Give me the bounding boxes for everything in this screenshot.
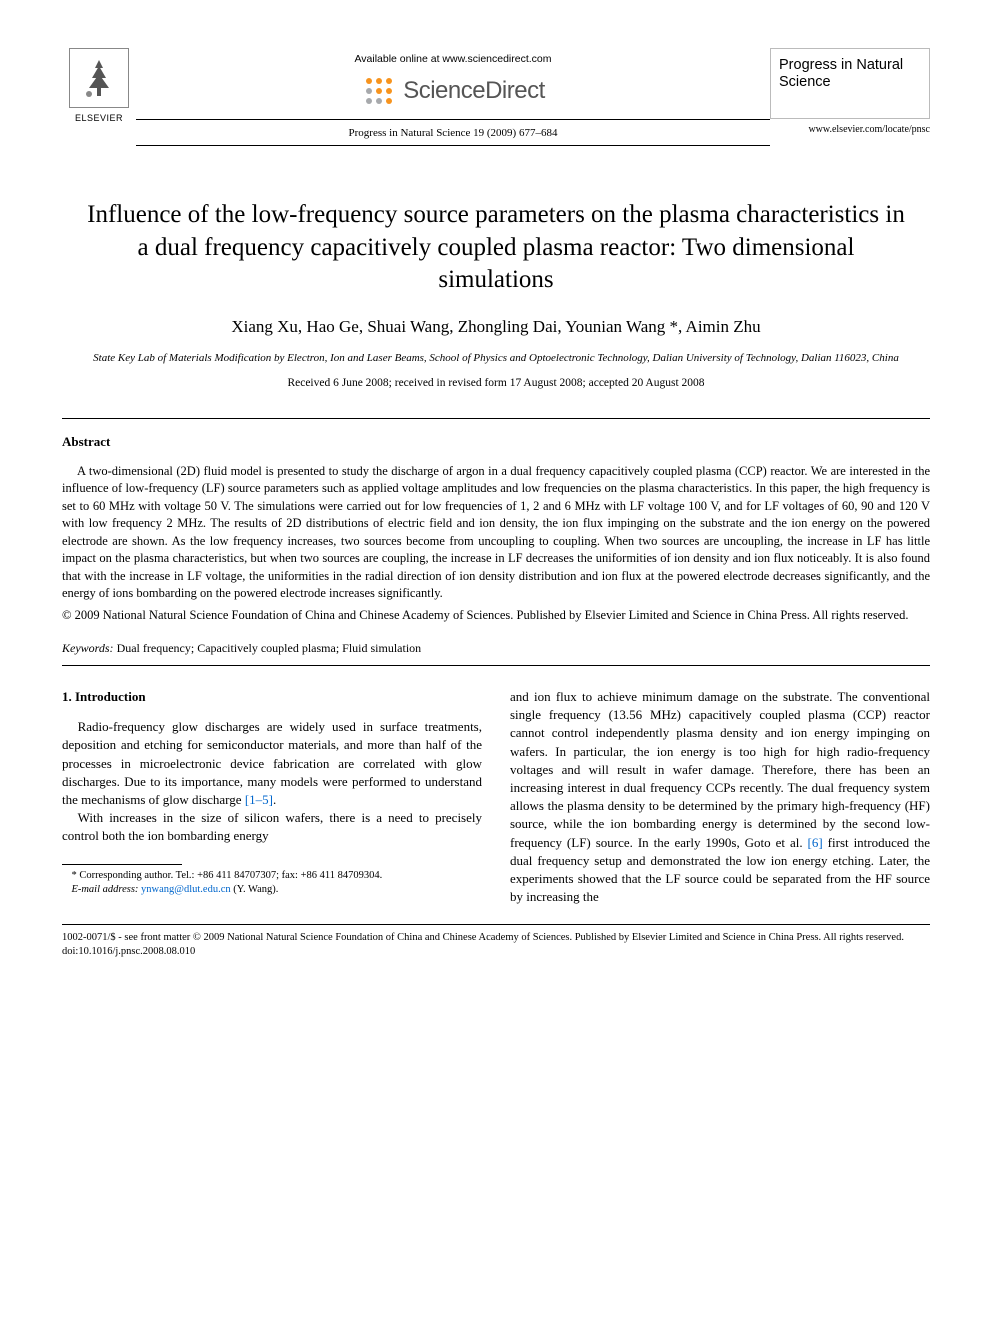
elsevier-label: ELSEVIER	[75, 112, 123, 125]
email-address[interactable]: ynwang@dlut.edu.cn	[141, 884, 231, 895]
keywords-label: Keywords:	[62, 641, 114, 655]
journal-title: Progress in Natural Science	[779, 57, 921, 90]
email-label: E-mail address:	[71, 884, 138, 895]
article-dates: Received 6 June 2008; received in revise…	[62, 375, 930, 391]
footnote-rule	[62, 864, 182, 865]
intro-p3a: and ion flux to achieve minimum damage o…	[510, 689, 930, 850]
journal-reference: Progress in Natural Science 19 (2009) 67…	[136, 126, 770, 141]
header-right: Progress in Natural Science www.elsevier…	[770, 48, 930, 165]
abstract-top-rule	[62, 418, 930, 419]
intro-heading: 1. Introduction	[62, 688, 482, 706]
doi: doi:10.1016/j.pnsc.2008.08.010	[62, 945, 930, 959]
sciencedirect-dots-icon	[361, 73, 397, 109]
elsevier-tree-icon	[69, 48, 129, 108]
header-row: ELSEVIER Available online at www.science…	[62, 48, 930, 165]
affiliation: State Key Lab of Materials Modification …	[62, 351, 930, 366]
sciencedirect-text: ScienceDirect	[403, 74, 545, 108]
corresponding-author: * Corresponding author. Tel.: +86 411 84…	[62, 869, 482, 883]
intro-p1b: .	[273, 792, 276, 807]
bottom-rule	[62, 924, 930, 925]
citation-6[interactable]: [6]	[808, 835, 823, 850]
keywords-text: Dual frequency; Capacitively coupled pla…	[114, 641, 422, 655]
sciencedirect-brand: ScienceDirect	[136, 73, 770, 109]
article-title: Influence of the low-frequency source pa…	[80, 199, 912, 297]
journal-title-box: Progress in Natural Science	[770, 48, 930, 119]
abstract-bottom-rule	[62, 665, 930, 666]
abstract-copyright: © 2009 National Natural Science Foundati…	[62, 607, 930, 625]
abstract-heading: Abstract	[62, 433, 930, 451]
footnote-block: * Corresponding author. Tel.: +86 411 84…	[62, 864, 482, 897]
keywords: Keywords: Dual frequency; Capacitively c…	[62, 640, 930, 657]
header-rule-2	[136, 145, 770, 146]
body-columns: 1. Introduction Radio-frequency glow dis…	[62, 688, 930, 906]
header-center: Available online at www.sciencedirect.co…	[136, 48, 770, 146]
authors: Xiang Xu, Hao Ge, Shuai Wang, Zhongling …	[62, 315, 930, 339]
available-online-text: Available online at www.sciencedirect.co…	[136, 52, 770, 67]
front-matter: 1002-0071/$ - see front matter © 2009 Na…	[62, 931, 930, 945]
elsevier-logo: ELSEVIER	[62, 48, 136, 125]
intro-p2: With increases in the size of silicon wa…	[62, 809, 482, 845]
intro-p3: and ion flux to achieve minimum damage o…	[510, 688, 930, 906]
intro-p1: Radio-frequency glow discharges are wide…	[62, 718, 482, 809]
locate-url: www.elsevier.com/locate/pnsc	[770, 123, 930, 137]
email-line: E-mail address: ynwang@dlut.edu.cn (Y. W…	[62, 883, 482, 897]
citation-1-5[interactable]: [1–5]	[245, 792, 273, 807]
header-rule	[136, 119, 770, 120]
email-person: (Y. Wang).	[231, 884, 279, 895]
abstract-body: A two-dimensional (2D) fluid model is pr…	[62, 463, 930, 603]
